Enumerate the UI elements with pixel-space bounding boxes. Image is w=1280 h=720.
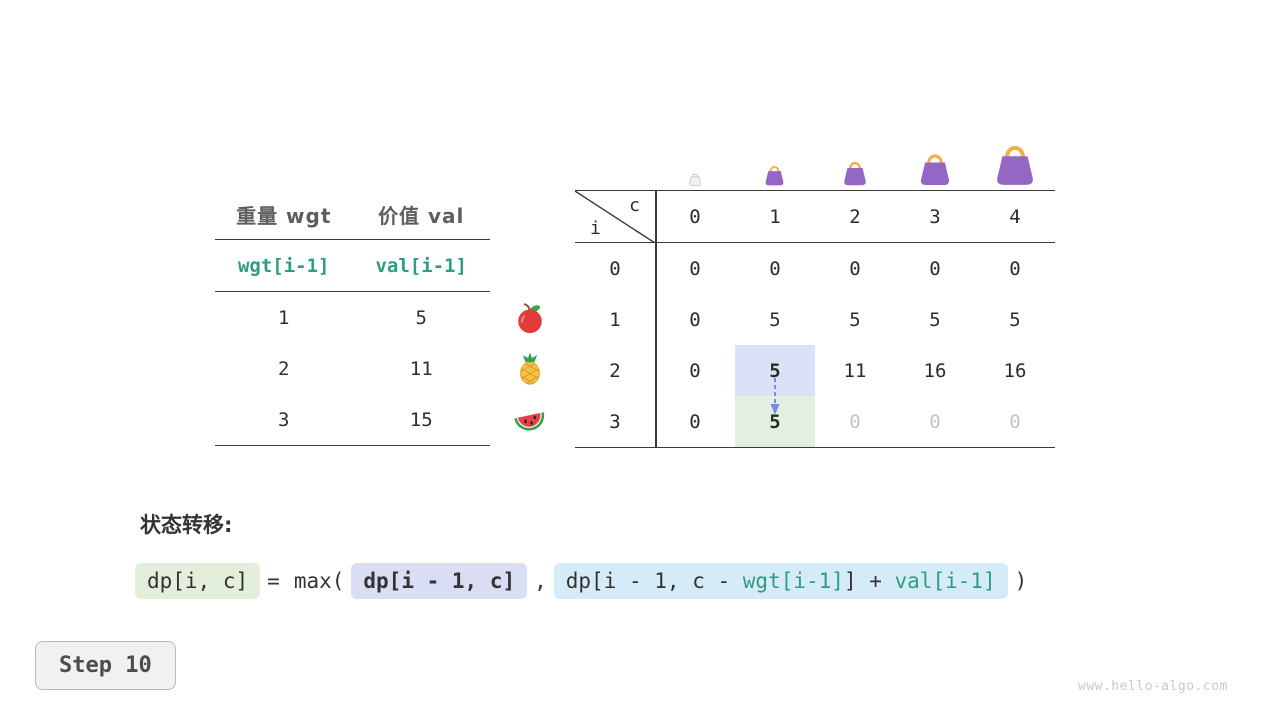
row-label-1: 1	[609, 308, 621, 331]
bag-icon-capacity-3	[917, 148, 953, 186]
dp-row-1: 1 0 5 5 5 5	[575, 294, 1055, 345]
col-header-1: 1	[769, 205, 781, 228]
col-header-3: 3	[929, 205, 941, 228]
dp-cell: 0	[849, 410, 861, 433]
corner-diagonal-line	[575, 191, 655, 243]
formula-comma: ,	[534, 569, 547, 593]
corner-cell: c i	[575, 191, 655, 243]
dp-cell: 0	[769, 257, 781, 280]
dp-cell: 0	[1009, 257, 1021, 280]
col-header-4: 4	[1009, 205, 1021, 228]
formula-max-open: max(	[293, 569, 345, 593]
item-3-weight: 3	[278, 408, 290, 431]
corner-col-label: c	[629, 195, 640, 216]
dp-cell: 16	[923, 359, 947, 382]
step-label: Step 10	[59, 653, 152, 678]
formula-equals: =	[267, 569, 280, 593]
bag-icon-capacity-0	[688, 171, 702, 186]
dp-cell: 5	[1009, 308, 1021, 331]
dp-table: c i 0 1 2 3 4 0 0 0 0 0 0 1 0 5 5 5 5 2	[575, 190, 1055, 448]
item-table: 重量 wgt 价值 val wgt[i-1] val[i-1] 1 5 2 11…	[215, 190, 490, 446]
item-2-value: 11	[409, 357, 433, 380]
transition-arrow-icon	[770, 378, 780, 415]
row-label-3: 3	[609, 410, 621, 433]
formula-arg1: dp[i - 1, c]	[351, 563, 528, 599]
watermelon-icon	[513, 403, 547, 437]
step-indicator: Step 10	[35, 641, 176, 690]
dp-cell: 5	[769, 308, 781, 331]
dp-row-2: 2 0 5 11 16 16	[575, 345, 1055, 396]
transition-heading: 状态转移:	[140, 513, 233, 537]
item-table-header-row: 重量 wgt 价值 val	[215, 190, 490, 240]
dp-row-3: 3 0 5 0 0 0	[575, 396, 1055, 447]
row-label-0: 0	[609, 257, 621, 280]
val-formula-label: val[i-1]	[375, 254, 467, 277]
item-2-weight: 2	[278, 357, 290, 380]
dp-cell: 16	[1003, 359, 1027, 382]
apple-icon	[513, 301, 547, 335]
header-value: 价值 val	[378, 204, 465, 228]
transition-formula: dp[i, c] = max( dp[i - 1, c] , dp[i - 1,…	[135, 560, 1034, 602]
dp-cell: 0	[849, 257, 861, 280]
formula-arg2: dp[i - 1, c - wgt[i-1]] + val[i-1]	[553, 563, 1008, 599]
pineapple-icon	[513, 352, 547, 386]
formula-lhs: dp[i, c]	[135, 563, 261, 599]
dp-cell: 11	[843, 359, 867, 382]
dp-cell: 0	[689, 359, 701, 382]
col-header-0: 0	[689, 205, 701, 228]
dp-cell: 0	[929, 257, 941, 280]
formula-arg2-val: val[i-1]	[894, 569, 996, 593]
item-row-3: 3 15	[215, 394, 490, 445]
row-label-2: 2	[609, 359, 621, 382]
formula-close-paren: )	[1014, 569, 1028, 593]
item-3-value: 15	[409, 408, 433, 431]
col-header-2: 2	[849, 205, 861, 228]
wgt-formula-label: wgt[i-1]	[237, 254, 330, 277]
corner-row-label: i	[590, 218, 601, 239]
dp-cell: 0	[689, 410, 701, 433]
item-1-value: 5	[415, 306, 427, 329]
dp-cell: 0	[689, 257, 701, 280]
bag-icon-capacity-4	[992, 138, 1038, 186]
formula-arg2-wgt: wgt[i-1]	[742, 569, 844, 593]
dp-table-vertical-divider	[655, 191, 657, 447]
dp-cell: 5	[929, 308, 941, 331]
bag-icon-capacity-2	[841, 157, 869, 186]
header-weight: 重量 wgt	[236, 204, 332, 228]
watermark: www.hello-algo.com	[1078, 679, 1228, 694]
item-table-formula-row: wgt[i-1] val[i-1]	[215, 240, 490, 292]
formula-arg2-prefix: dp[i - 1, c -	[565, 569, 743, 593]
dp-cell: 0	[929, 410, 941, 433]
formula-arg2-mid: ] +	[843, 569, 895, 593]
dp-cell: 5	[849, 308, 861, 331]
dp-row-0: 0 0 0 0 0 0	[575, 243, 1055, 294]
item-row-1: 1 5	[215, 292, 490, 343]
bag-icon-capacity-1	[763, 162, 786, 186]
dp-header-row: c i 0 1 2 3 4	[575, 191, 1055, 243]
item-row-2: 2 11	[215, 343, 490, 394]
item-1-weight: 1	[278, 306, 290, 329]
dp-cell: 0	[689, 308, 701, 331]
dp-cell: 0	[1009, 410, 1021, 433]
